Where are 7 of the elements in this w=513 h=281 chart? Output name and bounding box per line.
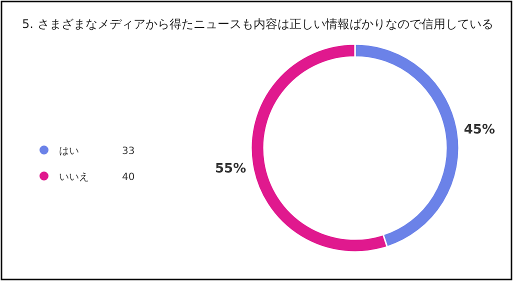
chart-title: 5. さまざまなメディアから得たニュースも内容は正しい情報ばかりなので信用している — [22, 17, 494, 31]
data-label: 55% — [214, 162, 246, 177]
text: 40 — [122, 172, 135, 183]
legend-label: はい — [59, 146, 79, 157]
text: 33 — [122, 146, 135, 157]
legend-label: いいえ — [59, 172, 89, 183]
data-label: 45% — [464, 122, 496, 138]
